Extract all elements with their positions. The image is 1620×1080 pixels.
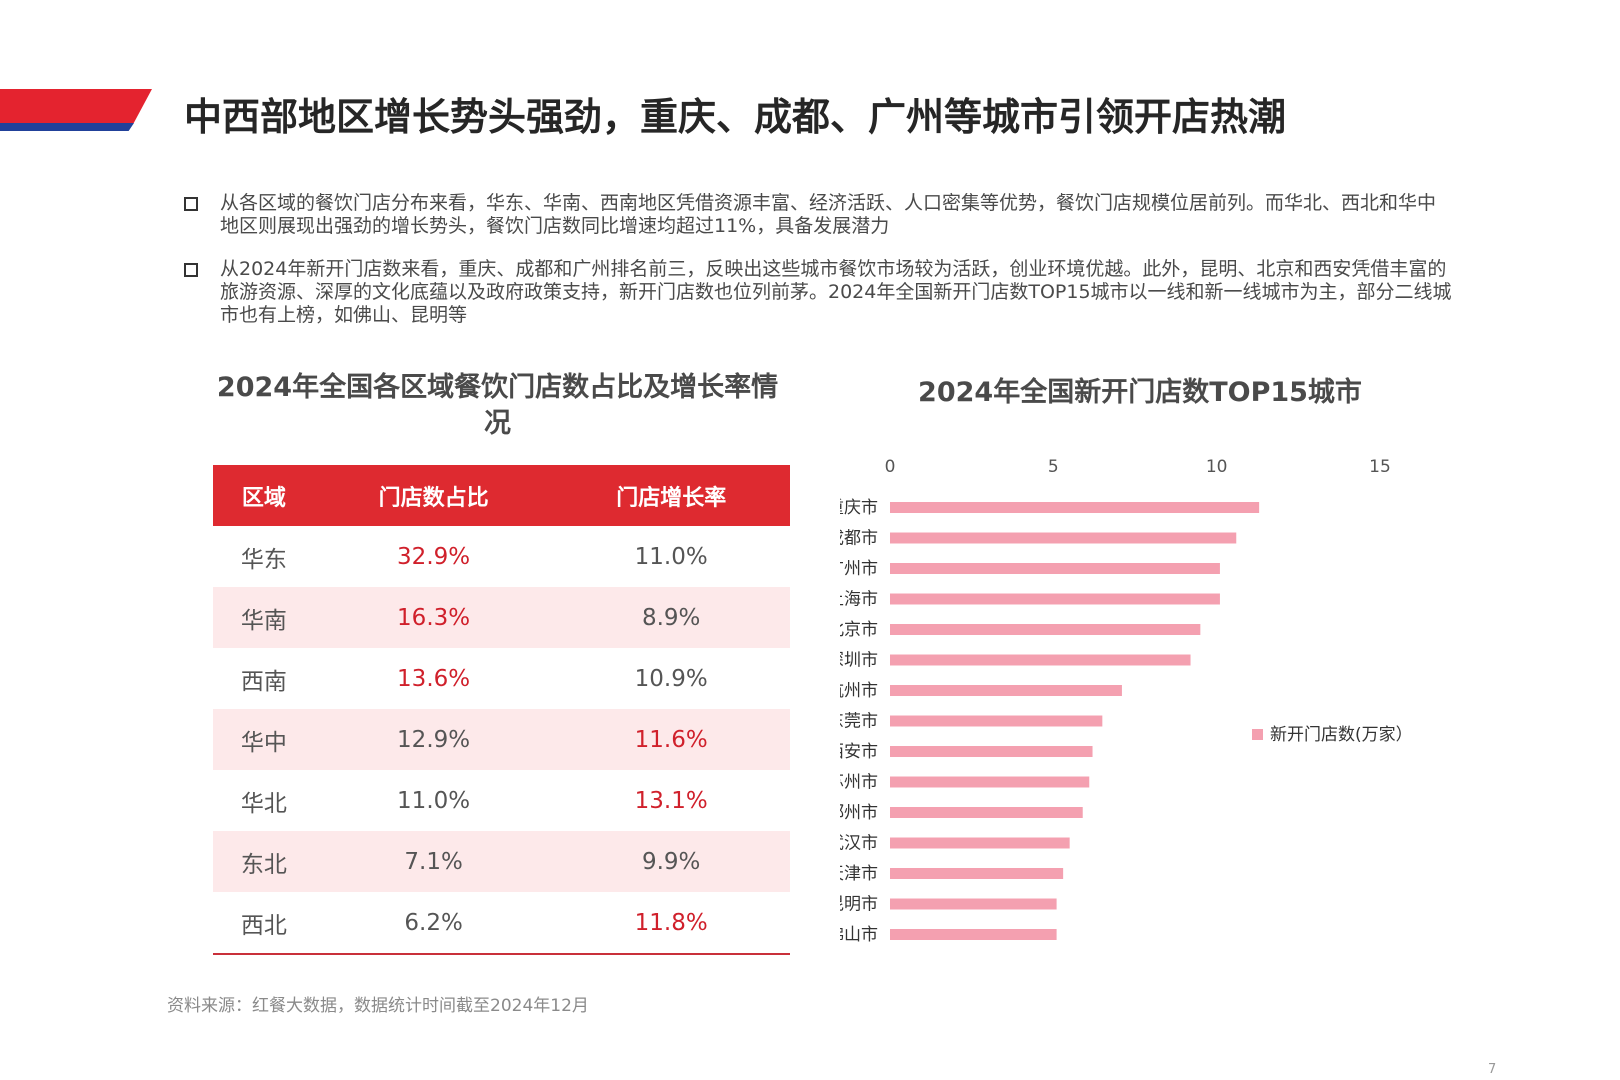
y-tick-label: 上海市 [840,590,878,610]
share-cell: 32.9% [397,543,471,570]
y-tick-label: 天津市 [840,864,878,884]
table-header-row: 区域 门店数占比 门店增长率 [213,465,790,526]
region-cell: 东北 [213,831,315,892]
y-tick-label: 郑州市 [840,803,878,823]
y-tick-label: 苏州市 [840,773,878,793]
bar [890,685,1122,696]
y-tick-label: 昆明市 [840,895,878,915]
share-cell: 11.0% [397,787,471,814]
y-tick-label: 成都市 [840,529,878,549]
x-tick-label: 5 [1048,457,1059,477]
bar [890,837,1070,849]
region-cell: 华中 [213,709,315,770]
x-tick-label: 10 [1206,457,1228,477]
page-number: 7 [1488,1062,1497,1077]
y-tick-label: 杭州市 [840,681,878,701]
x-tick-label: 15 [1369,457,1391,477]
share-cell: 16.3% [314,587,553,648]
bar [890,929,1057,940]
growth-cell: 11.6% [552,709,790,770]
title-accent-red [0,89,152,123]
region-cell: 华东 [240,546,287,573]
region-cell: 华南 [213,587,315,648]
bullet-text: 从各区域的餐饮门店分布来看，华东、华南、西南地区凭借资源丰富、经济活跃、人口密集… [220,192,1437,237]
bar [890,715,1103,727]
bullet-square-icon [184,263,198,277]
header-growth: 门店增长率 [552,465,790,526]
y-tick-label: 西安市 [840,742,878,762]
bullet-text: 从2024年新开门店数来看，重庆、成都和广州排名前三，反映出这些城市餐饮市场较为… [220,258,1452,326]
share-cell: 13.6% [397,665,471,692]
y-tick-label: 广州市 [840,559,878,579]
source-note: 资料来源：红餐大数据，数据统计时间截至2024年12月 [167,996,589,1016]
legend-swatch [1252,729,1263,740]
chart-title: 2024年全国新开门店数TOP15城市 [918,377,1362,408]
share-cell: 6.2% [314,892,553,955]
region-cell: 华北 [240,790,287,817]
table-row: 东北 7.1% 9.9% [213,831,790,892]
share-cell: 12.9% [314,709,553,770]
page-title: 中西部地区增长势头强劲，重庆、成都、广州等城市引领开店热潮 [184,95,1287,139]
region-cell: 西北 [213,892,315,955]
table-row: 华南 16.3% 8.9% [213,587,790,648]
bar [890,868,1064,879]
y-tick-label: 深圳市 [840,651,878,671]
table-title: 2024年全国各区域餐饮门店数占比及增长率情况 [216,372,779,439]
y-tick-label: 重庆市 [840,498,878,518]
bar [890,746,1093,757]
bar [890,654,1191,666]
table-row: 西南 13.6% 10.9% [213,648,790,709]
legend-label: 新开门店数(万家） [1270,725,1413,745]
bar [890,563,1220,574]
share-cell: 7.1% [314,831,553,892]
table-row: 华中 12.9% 11.6% [213,709,790,770]
growth-cell: 11.0% [634,543,708,570]
bar [890,807,1083,818]
bar [890,776,1090,788]
bar [890,898,1057,910]
city-bar-chart: 0 5 10 15 重庆市成都市广州市上海市北京市深圳市杭州市东莞市西安市苏州市郑州市武… [840,457,1413,942]
region-cell: 西南 [240,668,287,695]
header-share: 门店数占比 [314,465,553,526]
bullet-2: 从2024年新开门店数来看，重庆、成都和广州排名前三，反映出这些城市餐饮市场较为… [184,258,1454,327]
x-tick-label: 0 [885,457,896,477]
bullet-square-icon [184,197,198,211]
region-table: 区域 门店数占比 门店增长率 华东 32.9% 11.0% 华南 16.3% 8.9% 西南… [213,465,790,955]
table-row: 华北 11.0% 13.1% [213,770,790,831]
table-row: 西北 6.2% 11.8% [213,892,790,955]
bar [890,593,1220,605]
bullet-1: 从各区域的餐饮门店分布来看，华东、华南、西南地区凭借资源丰富、经济活跃、人口密集… [184,192,1454,238]
growth-cell: 11.8% [552,892,790,955]
growth-cell: 8.9% [552,587,790,648]
y-tick-label: 武汉市 [840,834,878,854]
bar [890,532,1237,544]
y-tick-label: 佛山市 [840,925,878,942]
growth-cell: 13.1% [634,787,708,814]
growth-cell: 10.9% [634,665,708,692]
y-tick-label: 东莞市 [840,712,878,732]
y-tick-label: 北京市 [840,620,878,640]
header-region: 区域 [213,465,315,526]
bar [890,624,1201,635]
table-row: 华东 32.9% 11.0% [213,526,790,587]
bar [890,502,1260,513]
title-accent-blue [0,123,134,131]
growth-cell: 9.9% [552,831,790,892]
